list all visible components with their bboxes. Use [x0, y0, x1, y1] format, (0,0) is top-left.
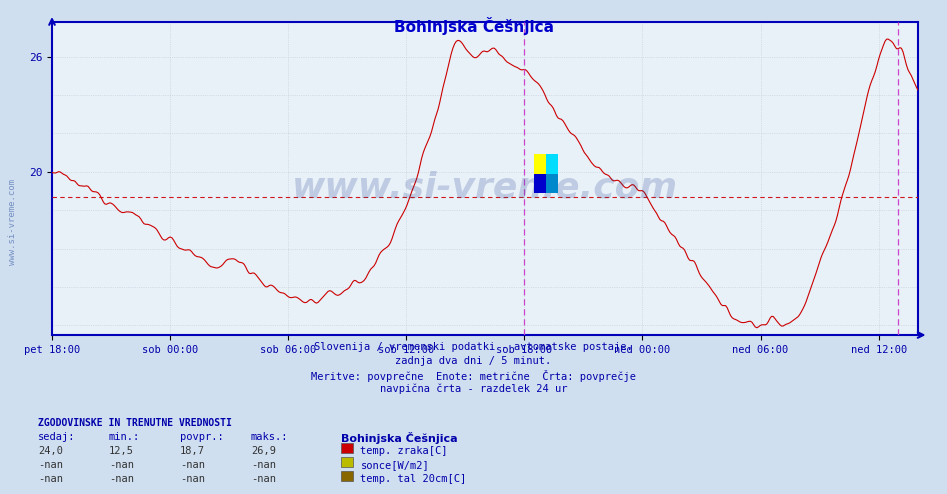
Text: sedaj:: sedaj:: [38, 432, 76, 442]
Text: 18,7: 18,7: [180, 446, 205, 456]
Text: povpr.:: povpr.:: [180, 432, 223, 442]
Text: www.si-vreme.com: www.si-vreme.com: [292, 171, 678, 205]
Text: 24,0: 24,0: [38, 446, 63, 456]
Text: -nan: -nan: [180, 474, 205, 484]
Text: maks.:: maks.:: [251, 432, 289, 442]
Bar: [534, 155, 546, 174]
Text: -nan: -nan: [38, 474, 63, 484]
Text: www.si-vreme.com: www.si-vreme.com: [8, 179, 17, 265]
Text: -nan: -nan: [109, 460, 134, 470]
Text: Meritve: povprečne  Enote: metrične  Črta: povprečje: Meritve: povprečne Enote: metrične Črta:…: [311, 370, 636, 382]
Text: Bohinjska Češnjica: Bohinjska Češnjica: [341, 432, 457, 444]
Text: -nan: -nan: [251, 474, 276, 484]
Text: Bohinjska Češnjica: Bohinjska Češnjica: [394, 17, 553, 35]
Bar: [546, 155, 558, 174]
Text: Slovenija / vremenski podatki - avtomatske postaje.: Slovenija / vremenski podatki - avtomats…: [314, 342, 633, 352]
Text: navpična črta - razdelek 24 ur: navpična črta - razdelek 24 ur: [380, 384, 567, 395]
Bar: [534, 174, 546, 193]
Bar: [546, 174, 558, 193]
Text: temp. zraka[C]: temp. zraka[C]: [361, 446, 448, 456]
Text: -nan: -nan: [180, 460, 205, 470]
Text: zadnja dva dni / 5 minut.: zadnja dva dni / 5 minut.: [396, 356, 551, 366]
Text: -nan: -nan: [109, 474, 134, 484]
Text: -nan: -nan: [38, 460, 63, 470]
Text: min.:: min.:: [109, 432, 140, 442]
Text: -nan: -nan: [251, 460, 276, 470]
Text: 26,9: 26,9: [251, 446, 276, 456]
Text: temp. tal 20cm[C]: temp. tal 20cm[C]: [361, 474, 467, 484]
Text: 12,5: 12,5: [109, 446, 134, 456]
Text: sonce[W/m2]: sonce[W/m2]: [361, 460, 429, 470]
Text: ZGODOVINSKE IN TRENUTNE VREDNOSTI: ZGODOVINSKE IN TRENUTNE VREDNOSTI: [38, 418, 232, 428]
